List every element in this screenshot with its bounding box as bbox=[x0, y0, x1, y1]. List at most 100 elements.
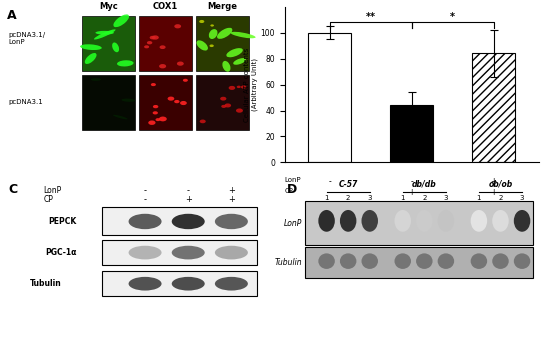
Ellipse shape bbox=[215, 277, 248, 291]
Text: 2: 2 bbox=[498, 195, 503, 201]
Ellipse shape bbox=[85, 53, 96, 64]
Text: LonP: LonP bbox=[284, 219, 302, 227]
Ellipse shape bbox=[95, 31, 114, 35]
Text: -: - bbox=[144, 195, 146, 204]
Ellipse shape bbox=[217, 28, 232, 39]
Bar bbox=[82, 75, 135, 130]
Ellipse shape bbox=[361, 210, 378, 232]
Text: pcDNA3.1: pcDNA3.1 bbox=[8, 100, 43, 105]
Text: B: B bbox=[229, 0, 238, 2]
Text: A: A bbox=[7, 9, 16, 22]
Text: -: - bbox=[410, 176, 413, 186]
Ellipse shape bbox=[128, 246, 162, 259]
Text: -: - bbox=[329, 176, 331, 186]
Ellipse shape bbox=[180, 101, 187, 105]
Ellipse shape bbox=[172, 246, 205, 259]
Text: CP: CP bbox=[44, 195, 53, 204]
Text: Merge: Merge bbox=[207, 2, 238, 12]
Ellipse shape bbox=[437, 253, 454, 269]
Text: Myc: Myc bbox=[99, 2, 118, 12]
Ellipse shape bbox=[168, 97, 174, 101]
Bar bbox=[196, 75, 249, 130]
Ellipse shape bbox=[152, 35, 159, 40]
Text: +: + bbox=[490, 176, 497, 186]
Ellipse shape bbox=[492, 253, 509, 269]
Ellipse shape bbox=[241, 85, 246, 89]
Ellipse shape bbox=[416, 253, 432, 269]
Text: pcDNA3.1/
LonP: pcDNA3.1/ LonP bbox=[8, 32, 45, 45]
Ellipse shape bbox=[340, 253, 356, 269]
Ellipse shape bbox=[150, 36, 156, 39]
Text: **: ** bbox=[366, 12, 376, 22]
Ellipse shape bbox=[222, 61, 231, 72]
Ellipse shape bbox=[471, 210, 487, 232]
Text: 1: 1 bbox=[324, 195, 329, 201]
Text: -: - bbox=[329, 188, 331, 197]
Ellipse shape bbox=[226, 48, 243, 57]
Ellipse shape bbox=[318, 210, 335, 232]
Ellipse shape bbox=[220, 97, 226, 101]
Bar bbox=[82, 16, 135, 71]
Ellipse shape bbox=[128, 214, 162, 229]
Ellipse shape bbox=[94, 29, 115, 39]
Ellipse shape bbox=[471, 253, 487, 269]
Bar bbox=[308, 33, 351, 163]
Ellipse shape bbox=[437, 210, 454, 232]
Ellipse shape bbox=[514, 253, 530, 269]
Ellipse shape bbox=[177, 62, 184, 66]
Bar bbox=[472, 53, 515, 163]
Ellipse shape bbox=[174, 24, 181, 28]
Ellipse shape bbox=[80, 44, 102, 50]
Ellipse shape bbox=[113, 115, 128, 119]
Ellipse shape bbox=[514, 210, 530, 232]
Ellipse shape bbox=[159, 45, 165, 49]
Ellipse shape bbox=[151, 83, 156, 86]
Ellipse shape bbox=[361, 253, 378, 269]
Ellipse shape bbox=[231, 32, 256, 38]
Ellipse shape bbox=[196, 40, 208, 51]
Ellipse shape bbox=[416, 210, 432, 232]
Text: LonP: LonP bbox=[285, 176, 301, 183]
Ellipse shape bbox=[91, 78, 101, 81]
Ellipse shape bbox=[236, 108, 243, 113]
Text: PEPCK: PEPCK bbox=[48, 217, 77, 226]
Bar bbox=[139, 16, 192, 71]
Text: COX1: COX1 bbox=[153, 2, 178, 12]
Text: -: - bbox=[144, 186, 146, 195]
Text: 3: 3 bbox=[444, 195, 448, 201]
Ellipse shape bbox=[225, 103, 231, 107]
Text: 1: 1 bbox=[400, 195, 405, 201]
Ellipse shape bbox=[233, 58, 246, 65]
Text: PGC-1α: PGC-1α bbox=[45, 248, 77, 257]
Ellipse shape bbox=[149, 120, 156, 125]
Bar bbox=[391, 105, 433, 163]
Ellipse shape bbox=[215, 246, 248, 259]
Ellipse shape bbox=[394, 210, 411, 232]
Text: +: + bbox=[228, 186, 235, 195]
Ellipse shape bbox=[492, 210, 509, 232]
Ellipse shape bbox=[117, 60, 134, 67]
Ellipse shape bbox=[200, 120, 206, 123]
Ellipse shape bbox=[172, 277, 205, 291]
Ellipse shape bbox=[183, 79, 188, 82]
Ellipse shape bbox=[147, 41, 152, 44]
Ellipse shape bbox=[221, 105, 226, 108]
Ellipse shape bbox=[144, 45, 149, 48]
Ellipse shape bbox=[237, 86, 241, 88]
Text: C-57: C-57 bbox=[338, 180, 358, 189]
Text: 1: 1 bbox=[477, 195, 481, 201]
Ellipse shape bbox=[174, 100, 180, 103]
Bar bbox=[305, 201, 534, 245]
Text: Tubulin: Tubulin bbox=[275, 258, 302, 267]
Ellipse shape bbox=[153, 105, 158, 108]
Ellipse shape bbox=[156, 118, 160, 121]
Ellipse shape bbox=[121, 99, 135, 102]
Text: LonP: LonP bbox=[44, 186, 62, 195]
Text: -: - bbox=[187, 186, 190, 195]
Ellipse shape bbox=[153, 111, 158, 115]
Ellipse shape bbox=[394, 253, 411, 269]
Bar bbox=[102, 240, 257, 265]
Ellipse shape bbox=[340, 210, 356, 232]
Text: C: C bbox=[8, 183, 17, 196]
Ellipse shape bbox=[199, 20, 205, 23]
